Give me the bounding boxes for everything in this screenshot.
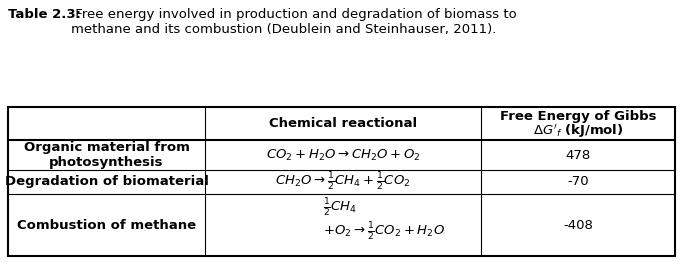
Text: Organic material from
photosynthesis: Organic material from photosynthesis (24, 141, 189, 169)
Text: $+ O_2 \rightarrow \frac{1}{2}CO_2+H_2O$: $+ O_2 \rightarrow \frac{1}{2}CO_2+H_2O$ (322, 221, 445, 243)
Bar (8, 107, 675, 256)
Text: Combustion of methane: Combustion of methane (17, 219, 196, 232)
Text: $CH_2O \rightarrow \frac{1}{2}CH_4 + \frac{1}{2}CO_2$: $CH_2O \rightarrow \frac{1}{2}CH_4 + \fr… (275, 171, 411, 193)
Text: $\Delta G'_f$ (kJ/mol): $\Delta G'_f$ (kJ/mol) (533, 122, 624, 140)
Text: Free energy involved in production and degradation of biomass to
methane and its: Free energy involved in production and d… (71, 8, 517, 36)
Text: $\frac{1}{2}CH_4$: $\frac{1}{2}CH_4$ (322, 197, 357, 219)
Text: -70: -70 (568, 175, 589, 188)
Text: Free Energy of Gibbs: Free Energy of Gibbs (500, 110, 656, 123)
Text: Degradation of biomaterial: Degradation of biomaterial (5, 175, 208, 188)
Text: -408: -408 (563, 219, 593, 232)
Text: Chemical reactional: Chemical reactional (269, 117, 417, 130)
Text: Table 2.3:: Table 2.3: (8, 8, 81, 21)
Text: $CO_2 + H_2O \rightarrow CH_2O+O_2$: $CO_2 + H_2O \rightarrow CH_2O+O_2$ (266, 148, 421, 163)
Text: 478: 478 (566, 149, 591, 162)
